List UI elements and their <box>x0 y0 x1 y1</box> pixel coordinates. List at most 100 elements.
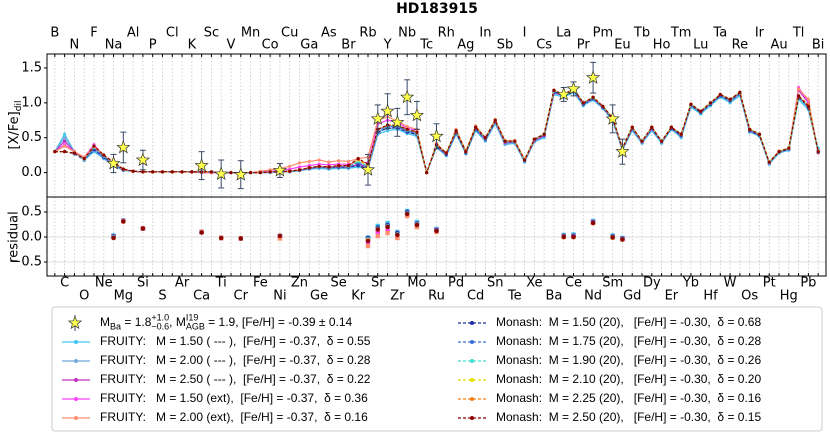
observed-star <box>429 128 444 143</box>
model-point <box>356 157 360 161</box>
residual-point <box>571 234 576 240</box>
x-tick-label: F <box>90 26 97 41</box>
model-point <box>63 136 67 140</box>
x-tick-label: B <box>50 26 59 41</box>
model-point <box>63 139 67 143</box>
x-tick-label: Sb <box>497 38 514 53</box>
residual-point <box>414 222 420 228</box>
observed-star <box>214 166 229 181</box>
observed-star <box>360 162 376 176</box>
legend-label: Ba <box>110 321 121 331</box>
x-tick-label: Ru <box>428 289 445 304</box>
legend-box <box>51 306 823 432</box>
residual-point <box>140 226 146 231</box>
residual-point <box>277 233 283 239</box>
model-point <box>503 139 507 143</box>
model-point <box>102 153 106 157</box>
residual-point <box>199 230 204 235</box>
x-tick-label: Eu <box>614 38 630 53</box>
y-tick-label: 0.5 <box>21 130 42 145</box>
model-point <box>601 104 605 108</box>
x-tick-label: I <box>523 26 527 41</box>
observed-star <box>233 167 248 181</box>
x-tick-label: N <box>70 38 80 53</box>
model-point <box>63 132 67 136</box>
model-point <box>92 144 96 148</box>
model-point <box>248 170 253 175</box>
legend-label: M <box>100 315 110 329</box>
observed-star <box>390 114 405 129</box>
model-point <box>542 132 546 136</box>
legend-label: FRUITY: M = 2.00 ( --- ), [Fe/H] = -0.37… <box>100 353 371 367</box>
legend-label: , M <box>169 315 186 329</box>
legend-marker <box>74 359 78 363</box>
model-point <box>669 125 673 129</box>
model-point <box>180 170 184 174</box>
legend-label: Monash: M = 1.90 (20), [Fe/H] = -0.30, δ… <box>496 353 761 367</box>
x-tick-label: Al <box>127 26 140 41</box>
legend-marker <box>470 321 474 325</box>
x-tick-label: Nb <box>398 26 416 41</box>
model-point <box>806 97 810 101</box>
model-point <box>151 170 155 174</box>
residual-point <box>365 238 371 244</box>
x-tick-label: Ce <box>565 276 582 291</box>
y-tick-label: 0.0 <box>21 165 42 180</box>
x-tick-label: Xe <box>526 276 542 291</box>
residual-point <box>434 228 439 234</box>
model-point <box>131 169 135 173</box>
model-point <box>757 132 762 136</box>
model-point <box>405 127 409 131</box>
model-point <box>258 170 262 175</box>
x-tick-label: Tc <box>419 38 433 53</box>
model-point <box>796 94 801 98</box>
legend-label: AGB <box>186 321 205 331</box>
model-point <box>787 146 791 150</box>
model-point <box>767 160 771 164</box>
residual-point <box>218 235 224 241</box>
y-axis-label-main: [X/Fe] <box>7 111 22 149</box>
model-point <box>728 97 732 101</box>
x-tick-label: Tb <box>633 26 650 41</box>
x-tick-label: Cl <box>166 26 179 41</box>
model-point <box>748 127 752 131</box>
x-tick-label: Br <box>341 38 356 53</box>
x-tick-label: P <box>149 38 157 53</box>
x-tick-label: Sn <box>487 276 504 291</box>
x-tick-label: Ni <box>273 289 286 304</box>
y-axis-label: [X/Fe]dil <box>7 101 24 150</box>
chart-title: HD183915 <box>396 1 478 17</box>
model-point <box>581 101 585 105</box>
residual-point <box>111 235 116 241</box>
model-point <box>209 170 214 174</box>
observed-star <box>272 162 288 177</box>
model-point <box>72 151 77 155</box>
model-point <box>63 150 67 154</box>
x-tick-label: Re <box>732 38 748 53</box>
x-tick-label: S <box>158 289 166 304</box>
x-tick-label: Co <box>262 38 279 53</box>
residual-point <box>385 224 390 230</box>
residual-point <box>375 233 380 239</box>
x-tick-label: Rb <box>359 26 376 41</box>
model-point <box>346 159 351 164</box>
x-tick-label: Nd <box>584 289 602 304</box>
residual-point <box>404 211 410 217</box>
x-tick-label: Mo <box>407 276 426 291</box>
legend-label: Monash: M = 2.10 (20), [Fe/H] = -0.30, δ… <box>496 372 761 386</box>
observed-star <box>556 87 571 101</box>
model-point <box>591 95 595 99</box>
legend-marker <box>470 378 474 382</box>
legend-label: FRUITY: M = 1.50 (ext), [Fe/H] = -0.37, … <box>100 391 368 405</box>
model-point <box>317 164 321 168</box>
legend-marker <box>470 397 474 401</box>
model-point <box>777 150 781 154</box>
legend-label: FRUITY: M = 2.00 (ext), [Fe/H] = -0.37, … <box>100 410 368 424</box>
residual-point <box>238 236 243 241</box>
x-tick-label: Dy <box>643 276 661 291</box>
observed-star <box>615 144 630 158</box>
y-tick-label: 1.5 <box>21 60 42 75</box>
model-point <box>796 87 801 91</box>
model-point <box>307 159 311 164</box>
